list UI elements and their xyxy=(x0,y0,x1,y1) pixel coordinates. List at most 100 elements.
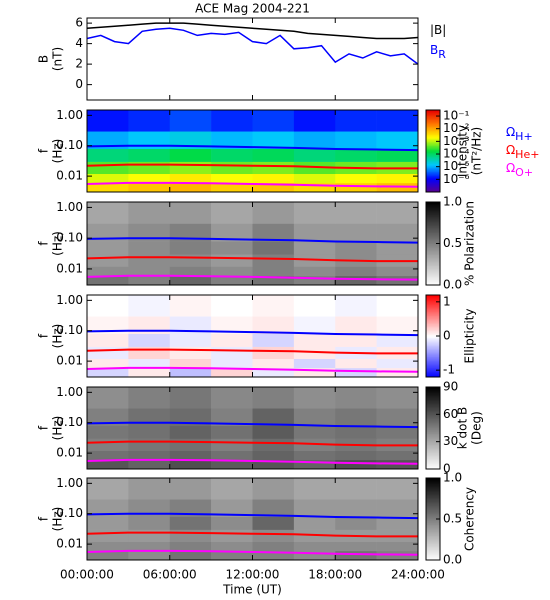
colorbar-slice xyxy=(426,251,440,254)
colorbar-slice xyxy=(426,311,440,314)
colorbar-slice xyxy=(426,189,440,192)
heatmap-cell xyxy=(128,148,171,162)
colorbar-slice xyxy=(426,527,440,530)
colorbar-slice xyxy=(426,152,440,155)
colorbar-slice xyxy=(426,388,440,391)
series-line xyxy=(86,440,418,447)
colorbar-slice xyxy=(426,430,440,433)
colorbar-slice xyxy=(426,359,440,362)
heatmap-cell xyxy=(211,387,253,409)
heatmap-cell xyxy=(252,202,295,224)
heatmap-cell xyxy=(128,516,171,530)
heatmap-cell xyxy=(128,173,171,184)
colorbar-slice xyxy=(426,434,440,437)
heatmap-cell xyxy=(169,529,212,543)
heatmap-cell xyxy=(169,266,212,277)
colorbar-slice xyxy=(426,164,440,167)
colorbar-slice xyxy=(426,361,440,364)
colorbar-slice xyxy=(426,215,440,218)
heatmap-cell xyxy=(252,346,295,360)
x-tick-label: 18:00:00 xyxy=(308,568,362,582)
colorbar-slice xyxy=(426,524,440,527)
heatmap-cell xyxy=(128,182,171,193)
heatmap-cell xyxy=(87,266,129,277)
colorbar-slice xyxy=(426,449,440,452)
heatmap-cell xyxy=(87,459,129,470)
heatmap-cell xyxy=(211,223,253,242)
colorbar-slice xyxy=(426,228,440,231)
colorbar-slice xyxy=(426,555,440,558)
heatmap-cell xyxy=(169,254,212,267)
colorbar-slice xyxy=(426,363,440,366)
colorbar-slice xyxy=(426,279,440,282)
colorbar-slice xyxy=(426,509,440,512)
colorbar-slice xyxy=(426,119,440,122)
x-tick-label: 24:00:00 xyxy=(391,568,445,582)
heatmap-cell xyxy=(376,316,419,334)
heatmap-cell xyxy=(169,516,212,530)
colorbar-slice xyxy=(426,443,440,445)
heatmap-cell xyxy=(128,202,171,224)
colorbar-slice xyxy=(426,506,440,509)
heatmap-cell xyxy=(376,333,419,347)
colorbar-slice xyxy=(426,458,440,460)
legend-name: |B| xyxy=(430,23,446,37)
heatmap-cell xyxy=(252,529,295,543)
colorbar-slice xyxy=(426,133,440,136)
colorbar-slice xyxy=(426,414,440,417)
legend-entry: |B| xyxy=(430,23,446,37)
colorbar-slice xyxy=(426,429,440,432)
y-axis-label: (Hz) xyxy=(51,139,65,164)
colorbar-slice xyxy=(426,172,440,175)
colorbar-slice xyxy=(426,455,440,458)
heatmap-cell xyxy=(211,529,253,543)
series-line xyxy=(86,27,419,65)
colorbar-slice xyxy=(426,219,440,222)
colorbar-slice xyxy=(426,213,440,215)
heatmap-cell xyxy=(211,110,253,132)
colorbar-slice xyxy=(426,247,440,250)
y-tick-label: 1.00 xyxy=(56,293,83,307)
colorbar-slice xyxy=(426,161,440,164)
legend-subscript: H+ xyxy=(515,130,533,143)
colorbar-slice xyxy=(426,484,440,487)
colorbar-tick-label: 10⁻³ xyxy=(443,134,470,148)
heatmap-cell xyxy=(128,266,171,277)
colorbar-slice xyxy=(426,452,440,455)
colorbar-slice xyxy=(426,338,440,341)
colorbar-tick-label: -1 xyxy=(443,363,455,377)
colorbar-tick-label: 0.5 xyxy=(443,512,462,526)
heatmap-cell xyxy=(293,358,336,369)
heatmap-cell xyxy=(335,295,377,317)
colorbar-slice xyxy=(426,235,440,238)
colorbar-slice xyxy=(426,308,440,311)
colorbar-slice xyxy=(426,513,440,516)
heatmap-cell xyxy=(335,316,377,334)
colorbar-slice xyxy=(426,517,440,520)
series-line xyxy=(86,458,419,465)
colorbar-slice xyxy=(426,357,440,360)
colorbar-slice xyxy=(426,505,440,508)
heatmap-cell xyxy=(169,202,212,224)
heatmap-cell xyxy=(128,387,171,409)
colorbar-slice xyxy=(426,243,440,246)
heatmap-cell xyxy=(169,275,212,286)
heatmap-cell xyxy=(169,408,212,426)
colorbar-slice xyxy=(426,185,440,188)
heatmap-cell xyxy=(169,367,212,378)
heatmap-cell xyxy=(293,148,336,162)
heatmap-cell xyxy=(211,295,253,317)
y-tick-label: 0.01 xyxy=(56,354,83,368)
colorbar-slice xyxy=(426,349,440,352)
heatmap-cell xyxy=(335,367,377,378)
colorbar-slice xyxy=(426,387,440,389)
heatmap-cell xyxy=(376,450,419,461)
colorbar-slice xyxy=(426,464,440,467)
heatmap-cell xyxy=(293,202,336,224)
colorbar-tick-label: 1.0 xyxy=(443,471,462,485)
colorbar-slice xyxy=(426,478,440,480)
legend-name: Ω xyxy=(506,143,515,157)
heatmap-cell xyxy=(293,425,336,439)
colorbar-label: % Polarization xyxy=(463,201,477,286)
colorbar-frame xyxy=(425,109,441,193)
